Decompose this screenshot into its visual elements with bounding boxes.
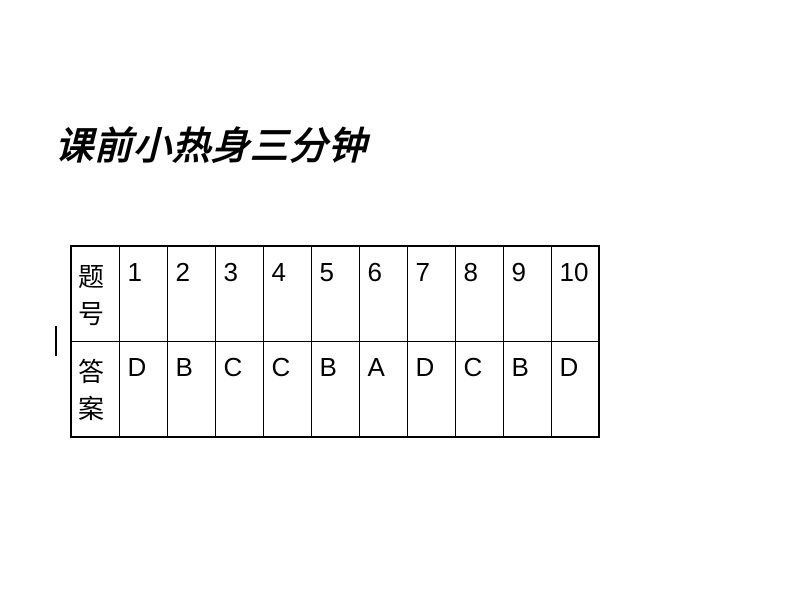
question-number: 9 xyxy=(512,257,526,287)
answer-value: B xyxy=(176,352,193,382)
answer-value-cell: B xyxy=(503,342,551,438)
question-number-cell: 7 xyxy=(407,246,455,342)
answer-value-cell: C xyxy=(263,342,311,438)
question-number-cell: 8 xyxy=(455,246,503,342)
table-row-answers: 答案 D B C C B A D C B D xyxy=(71,342,599,438)
answer-label-cell: 答案 xyxy=(71,342,119,438)
answer-value: D xyxy=(128,352,147,382)
question-number-cell: 4 xyxy=(263,246,311,342)
answer-value: C xyxy=(464,352,483,382)
answer-value: B xyxy=(320,352,337,382)
page-title: 课前小热身三分钟 xyxy=(55,115,367,170)
question-number-cell: 3 xyxy=(215,246,263,342)
question-number: 8 xyxy=(464,257,478,287)
table-row-questions: 题号 1 2 3 4 5 6 7 8 9 10 xyxy=(71,246,599,342)
question-number-cell: 1 xyxy=(119,246,167,342)
answer-value: A xyxy=(368,352,385,382)
question-number: 2 xyxy=(176,257,190,287)
answer-value-cell: C xyxy=(215,342,263,438)
question-number: 10 xyxy=(560,257,589,287)
answer-value: C xyxy=(272,352,291,382)
answer-value: C xyxy=(224,352,243,382)
answer-value-cell: D xyxy=(407,342,455,438)
question-label: 题号 xyxy=(78,263,104,329)
answer-value: D xyxy=(416,352,435,382)
question-number: 6 xyxy=(368,257,382,287)
question-number: 5 xyxy=(320,257,334,287)
answer-value-cell: B xyxy=(167,342,215,438)
answer-label: 答案 xyxy=(78,358,104,424)
question-number: 3 xyxy=(224,257,238,287)
question-number-cell: 2 xyxy=(167,246,215,342)
question-number: 4 xyxy=(272,257,286,287)
question-number-cell: 6 xyxy=(359,246,407,342)
question-number: 7 xyxy=(416,257,430,287)
question-number: 1 xyxy=(128,257,142,287)
answer-value-cell: C xyxy=(455,342,503,438)
answer-value-cell: D xyxy=(119,342,167,438)
answer-table-container: 题号 1 2 3 4 5 6 7 8 9 10 答案 D B C C B A D… xyxy=(70,245,600,438)
question-number-cell: 9 xyxy=(503,246,551,342)
answer-value-cell: A xyxy=(359,342,407,438)
question-number-cell: 10 xyxy=(551,246,599,342)
answer-value-cell: D xyxy=(551,342,599,438)
question-label-cell: 题号 xyxy=(71,246,119,342)
text-cursor-mark xyxy=(55,326,57,356)
answer-value: B xyxy=(512,352,529,382)
answer-table: 题号 1 2 3 4 5 6 7 8 9 10 答案 D B C C B A D… xyxy=(70,245,600,438)
answer-value-cell: B xyxy=(311,342,359,438)
question-number-cell: 5 xyxy=(311,246,359,342)
answer-value: D xyxy=(560,352,579,382)
